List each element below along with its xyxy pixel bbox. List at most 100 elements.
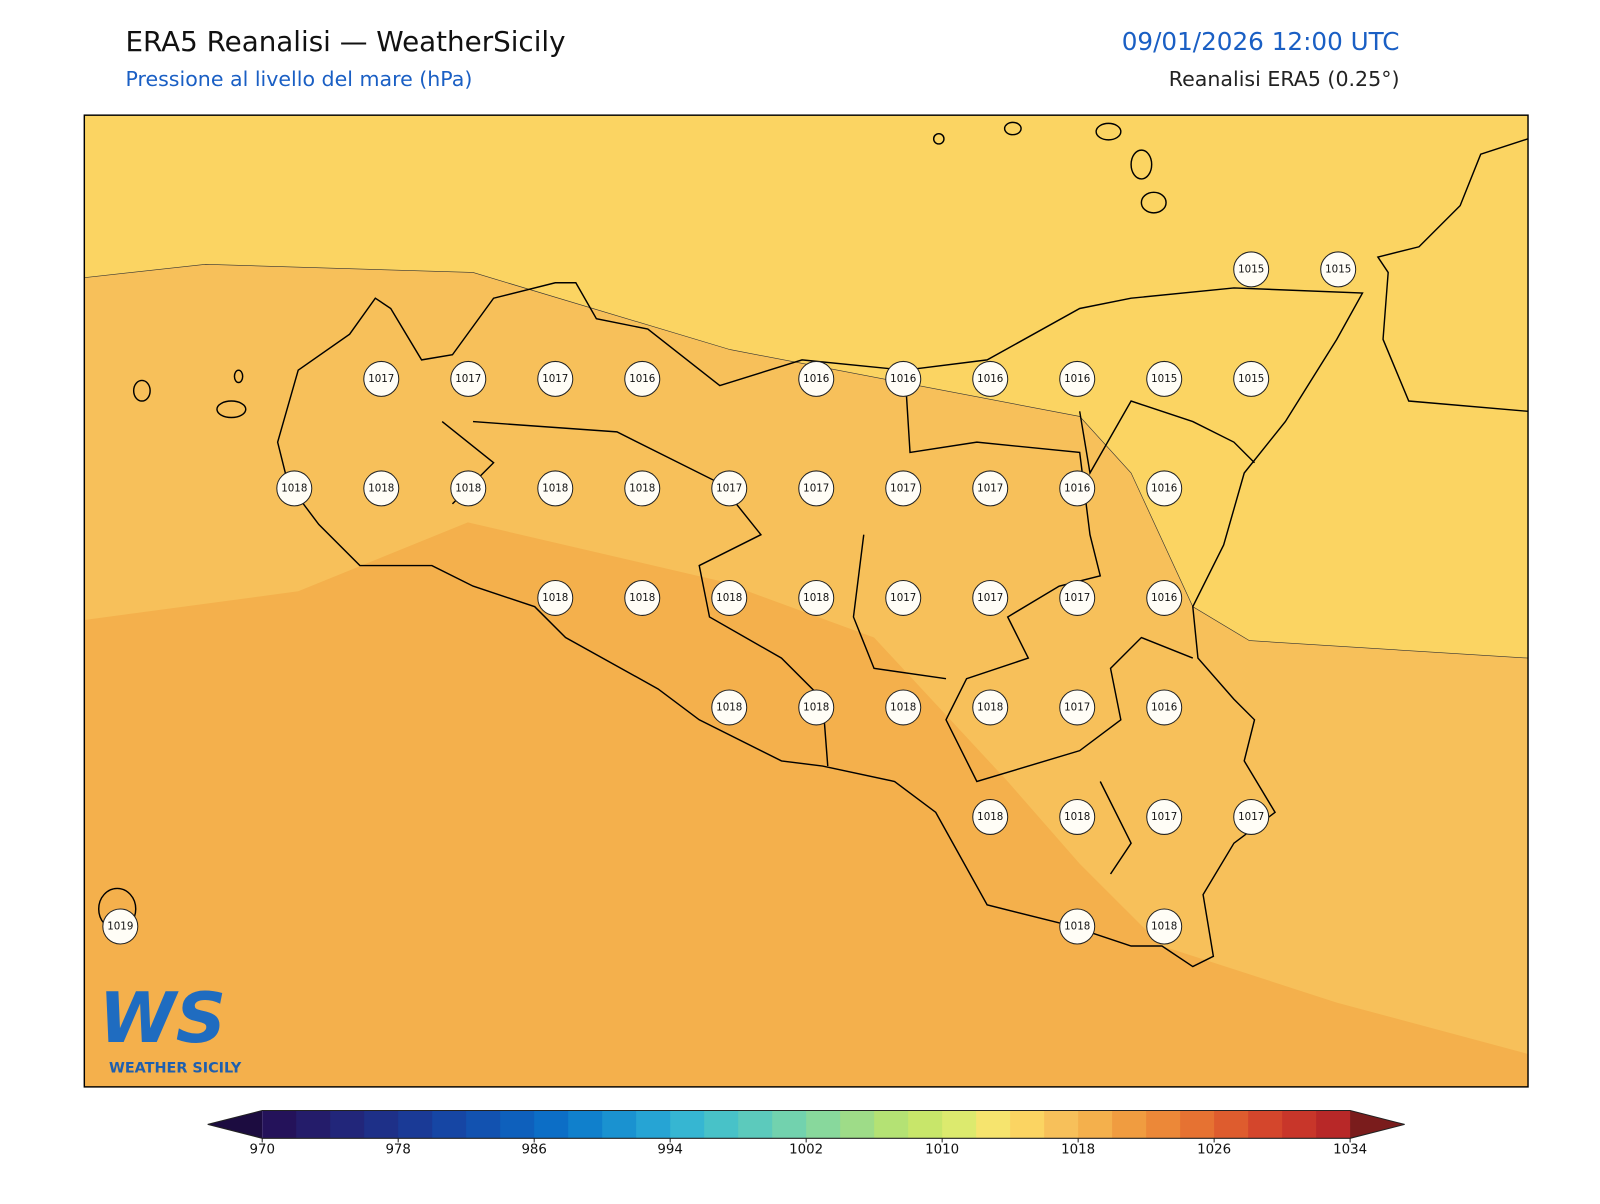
station-marker — [102, 908, 139, 945]
colorbar-segment — [364, 1110, 399, 1139]
colorbar-segment — [738, 1110, 773, 1139]
colorbar-segment — [296, 1110, 331, 1139]
station-marker — [1059, 470, 1096, 507]
station-value: 1017 — [542, 373, 568, 385]
station-value: 1017 — [1238, 811, 1264, 823]
station-value: 1017 — [977, 482, 1003, 494]
colorbar-segment — [398, 1110, 433, 1139]
colorbar-segment — [976, 1110, 1011, 1139]
colorbar-segment — [466, 1110, 501, 1139]
station-value: 1015 — [1151, 373, 1177, 385]
station-marker — [711, 579, 748, 616]
station-value: 1015 — [1238, 373, 1264, 385]
colorbar-segment — [1282, 1110, 1317, 1139]
station-marker — [972, 689, 1009, 726]
station-value: 1017 — [1064, 592, 1090, 604]
stations: 1015 1015 1017 1017 1017 1016 1016 1016 1016 1016… — [102, 251, 1357, 945]
station-value: 1015 — [1325, 263, 1351, 275]
station-value: 1018 — [716, 701, 742, 713]
colorbar-segment — [602, 1110, 637, 1139]
station-marker — [798, 579, 835, 616]
station-value: 1018 — [716, 592, 742, 604]
datetime: 09/01/2026 12:00 UTC — [1122, 27, 1400, 56]
station-value: 1017 — [890, 592, 916, 604]
logo-text: WEATHER SICILY — [109, 1060, 242, 1076]
station-value: 1018 — [629, 482, 655, 494]
colorbar-segment — [1044, 1110, 1079, 1139]
station-marker — [972, 470, 1009, 507]
station-value: 1018 — [890, 701, 916, 713]
station-marker — [363, 470, 400, 507]
colorbar-segment — [670, 1110, 705, 1139]
station-marker — [1320, 251, 1357, 288]
station-marker — [537, 470, 574, 507]
colorbar-segment — [1010, 1110, 1045, 1139]
colorbar-tick-label: 1034 — [1333, 1143, 1367, 1158]
station-value: 1018 — [1064, 920, 1090, 932]
station-value: 1018 — [803, 592, 829, 604]
station-value: 1018 — [1151, 920, 1177, 932]
colorbar-tick-label: 1026 — [1197, 1143, 1231, 1158]
logo-mark: WS — [99, 978, 226, 1059]
station-marker — [1233, 360, 1270, 397]
subtitle: Pressione al livello del mare (hPa) — [125, 67, 472, 91]
station-value: 1016 — [1064, 373, 1090, 385]
station-marker — [450, 470, 487, 507]
station-marker — [972, 579, 1009, 616]
title: ERA5 Reanalisi — WeatherSicily — [125, 25, 565, 58]
station-marker — [624, 470, 661, 507]
station-marker — [1146, 798, 1183, 835]
colorbar-tick-label: 986 — [521, 1143, 547, 1158]
station-value: 1018 — [1064, 811, 1090, 823]
station-marker — [885, 470, 922, 507]
station-marker — [276, 470, 313, 507]
station-marker — [1146, 579, 1183, 616]
colorbar-tick-label: 994 — [657, 1143, 683, 1158]
station-value: 1016 — [890, 373, 916, 385]
colorbar-segment — [534, 1110, 569, 1139]
station-marker — [1059, 360, 1096, 397]
station-value: 1016 — [1151, 701, 1177, 713]
station-value: 1016 — [1064, 482, 1090, 494]
station-marker — [1146, 470, 1183, 507]
station-marker — [885, 689, 922, 726]
colorbar-segment — [1146, 1110, 1181, 1139]
source: Reanalisi ERA5 (0.25°) — [1169, 67, 1400, 91]
logo: WS WEATHER SICILY — [99, 978, 242, 1076]
station-marker — [1059, 579, 1096, 616]
station-value: 1017 — [977, 592, 1003, 604]
station-value: 1018 — [281, 482, 307, 494]
station-value: 1019 — [107, 920, 133, 932]
colorbar-under — [207, 1110, 263, 1139]
station-value: 1017 — [890, 482, 916, 494]
station-marker — [537, 579, 574, 616]
station-value: 1018 — [455, 482, 481, 494]
station-marker — [537, 360, 574, 397]
map-frame — [83, 114, 1529, 1088]
station-value: 1017 — [1151, 811, 1177, 823]
map: 1015 1015 1017 1017 1017 1016 1016 1016 1016 1016… — [84, 115, 1529, 1087]
colorbar-tick-label: 1002 — [789, 1143, 823, 1158]
station-value: 1018 — [629, 592, 655, 604]
station-marker — [1146, 908, 1183, 945]
station-value: 1015 — [1238, 263, 1264, 275]
station-value: 1017 — [368, 373, 394, 385]
station-value: 1016 — [977, 373, 1003, 385]
colorbar-segment — [1214, 1110, 1249, 1139]
colorbar-tick-label: 970 — [249, 1143, 275, 1158]
station-marker — [972, 798, 1009, 835]
station-marker — [1233, 798, 1270, 835]
station-value: 1017 — [716, 482, 742, 494]
colorbar-segment — [1112, 1110, 1147, 1139]
colorbar-tick-label: 978 — [385, 1143, 411, 1158]
field-band — [84, 522, 1529, 1087]
colorbar-segment — [500, 1110, 535, 1139]
station-value: 1016 — [629, 373, 655, 385]
colorbar-segment — [262, 1110, 297, 1139]
coastline — [97, 121, 1529, 968]
station-value: 1018 — [977, 811, 1003, 823]
colorbar-segment — [1316, 1110, 1351, 1139]
colorbar-over — [1350, 1110, 1405, 1139]
station-marker — [972, 360, 1009, 397]
